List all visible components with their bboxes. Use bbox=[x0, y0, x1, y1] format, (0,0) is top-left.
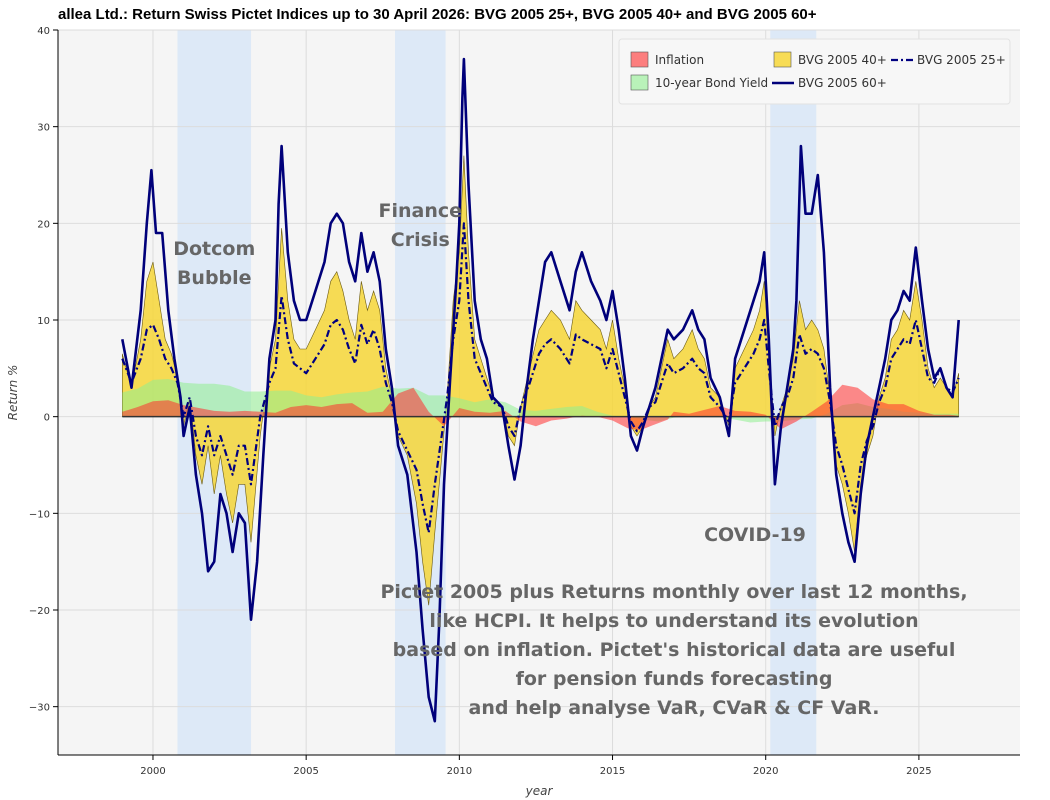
line-bvg-2005-60 bbox=[121, 57, 960, 723]
y-tick-label: −30 bbox=[29, 703, 50, 714]
crisis-band-labels: Dotcom Bubble Finance Crisis COVID-19 bbox=[173, 200, 806, 546]
y-axis-label: Return % bbox=[6, 365, 20, 421]
footnote-line: like HCPI. It helps to understand its ev… bbox=[429, 610, 918, 632]
crisis-band-label: Finance bbox=[379, 200, 463, 222]
legend-label: BVG 2005 60+ bbox=[798, 76, 887, 90]
y-tick-label: 20 bbox=[37, 219, 50, 230]
axes: 2000 2005 2010 2015 2020 2025 −30 −20 −10 0 10 20 30… bbox=[6, 26, 1020, 798]
y-tick-label: −10 bbox=[29, 509, 50, 520]
y-tick-label: 30 bbox=[37, 123, 50, 134]
x-tick-label: 2025 bbox=[906, 766, 931, 777]
crisis-band-label: Crisis bbox=[391, 229, 450, 251]
y-tick-label: 10 bbox=[37, 316, 50, 327]
x-tick-label: 2000 bbox=[140, 766, 165, 777]
x-tick-label: 2015 bbox=[600, 766, 625, 777]
footnote-line: Pictet 2005 plus Returns monthly over la… bbox=[380, 581, 967, 603]
footnote-line: based on inflation. Pictet's historical … bbox=[393, 639, 956, 661]
legend: Inflation BVG 2005 40+ BVG 2005 25+ 10-year… bbox=[618, 38, 1011, 105]
line-series bbox=[121, 57, 960, 723]
legend-swatch bbox=[773, 51, 792, 68]
line-bvg-2005-25 bbox=[121, 222, 960, 534]
area-bvg-2005-40 bbox=[122, 155, 960, 606]
crisis-band-label: Bubble bbox=[177, 267, 252, 289]
crisis-band-label: COVID-19 bbox=[704, 524, 806, 546]
legend-box bbox=[618, 38, 1011, 105]
crisis-band-label: Dotcom bbox=[173, 238, 255, 260]
legend-swatch bbox=[630, 51, 649, 68]
footnote-line: and help analyse VaR, CVaR & CF VaR. bbox=[469, 697, 880, 719]
area-inflation bbox=[122, 384, 959, 431]
legend-label: Inflation bbox=[655, 53, 704, 67]
x-tick-label: 2010 bbox=[447, 766, 472, 777]
chart-title: allea Ltd.: Return Swiss Pictet Indices … bbox=[58, 6, 817, 23]
footnote: Pictet 2005 plus Returns monthly over la… bbox=[380, 581, 967, 719]
legend-label: 10-year Bond Yield bbox=[655, 76, 768, 90]
y-tick-label: 40 bbox=[37, 26, 50, 37]
y-tick-label: 0 bbox=[44, 413, 50, 424]
x-tick-label: 2005 bbox=[293, 766, 318, 777]
area-series bbox=[122, 155, 960, 606]
footnote-line: for pension funds forecasting bbox=[516, 668, 833, 690]
legend-label: BVG 2005 25+ bbox=[917, 53, 1006, 67]
x-axis-label: year bbox=[525, 784, 554, 798]
y-tick-label: −20 bbox=[29, 606, 50, 617]
x-tick-label: 2020 bbox=[753, 766, 778, 777]
legend-swatch bbox=[630, 74, 649, 91]
legend-label: BVG 2005 40+ bbox=[798, 53, 887, 67]
